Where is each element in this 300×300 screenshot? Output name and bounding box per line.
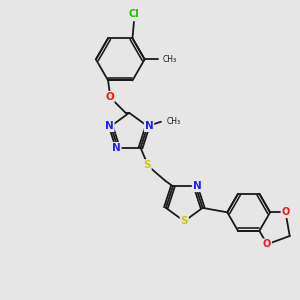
Text: S: S (143, 160, 151, 170)
Text: N: N (193, 181, 202, 191)
Text: N: N (105, 121, 114, 131)
Text: CH₃: CH₃ (167, 117, 181, 126)
Text: S: S (181, 216, 188, 226)
Text: CH₃: CH₃ (163, 55, 177, 64)
Text: Cl: Cl (129, 9, 139, 19)
Text: O: O (281, 207, 290, 217)
Text: N: N (112, 143, 121, 153)
Text: N: N (145, 121, 153, 131)
Text: O: O (263, 239, 271, 249)
Text: O: O (105, 92, 114, 102)
